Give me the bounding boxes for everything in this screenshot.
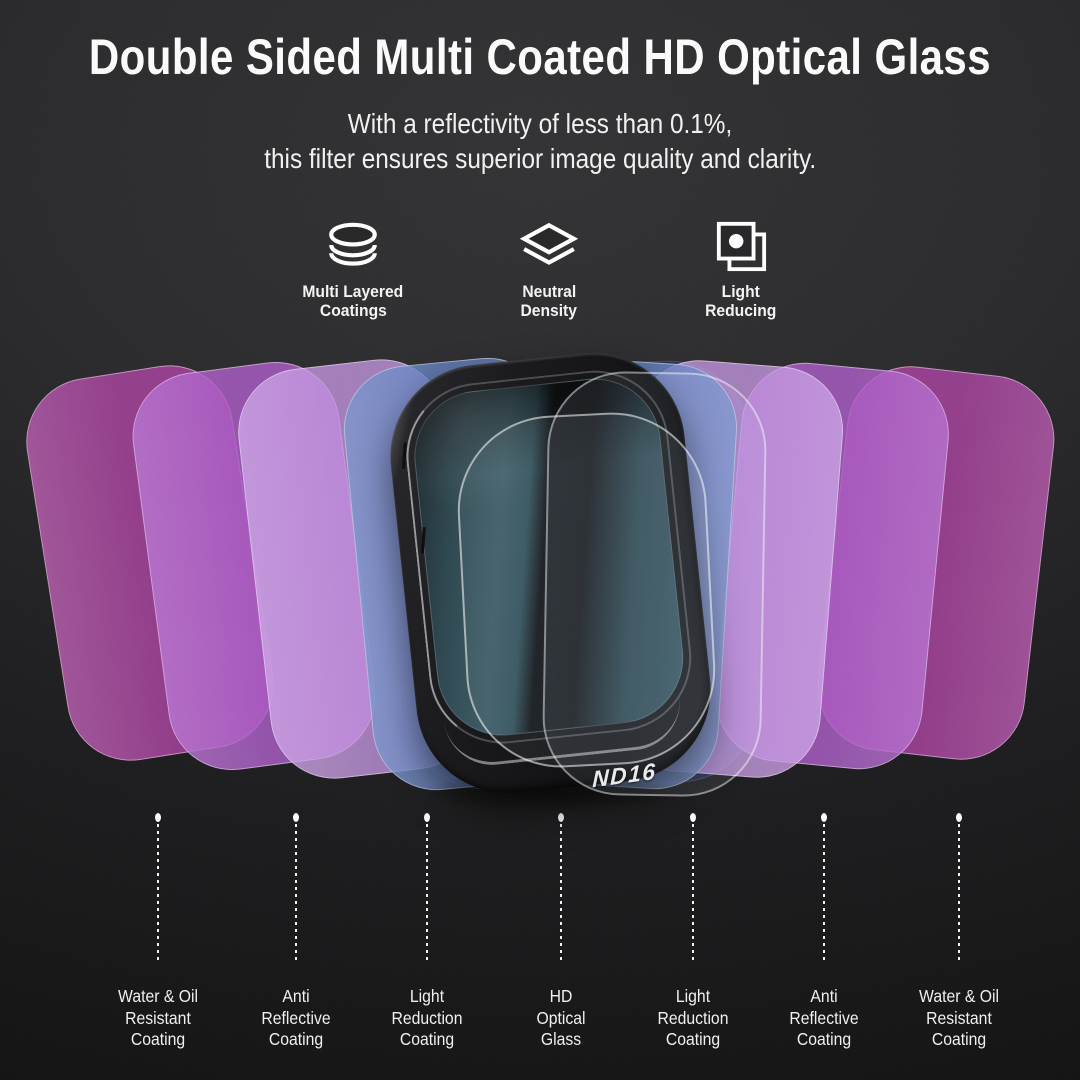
subtitle-line-2: this filter ensures superior image quali… [264, 143, 816, 174]
callout-line [821, 813, 827, 962]
callout-water-oil-right: Water & Oil Resistant Coating [919, 986, 999, 1049]
feature-multi-layered-coatings: Multi Layered Coatings [263, 219, 443, 320]
clear-glass-panel-outer [541, 370, 768, 798]
frame-notch [402, 442, 407, 469]
callout-anti-reflective-left: Anti Reflective Coating [261, 986, 331, 1049]
feature-label: Light Reducing [705, 282, 777, 320]
feature-label: Neutral Density [520, 282, 578, 320]
callout-anti-reflective-right: Anti Reflective Coating [789, 986, 859, 1049]
light-reducing-icon [651, 219, 831, 273]
layered-glass-illustration: ND16 [0, 343, 1080, 820]
callout-line [424, 813, 430, 962]
subtitle-line-1: With a reflectivity of less than 0.1%, [347, 108, 733, 139]
multi-layered-coatings-icon [263, 219, 443, 273]
subtitle: With a reflectivity of less than 0.1%, t… [0, 106, 1080, 176]
callout-water-oil-left: Water & Oil Resistant Coating [118, 986, 198, 1049]
neutral-density-icon [459, 219, 639, 273]
callout-line [956, 813, 962, 962]
callout-light-reduction-left: Light Reduction Coating [391, 986, 463, 1049]
callout-hd-optical-glass: HD Optical Glass [536, 986, 586, 1049]
callout-line [558, 813, 564, 962]
callout-line [293, 813, 299, 962]
feature-neutral-density: Neutral Density [459, 219, 639, 320]
callout-line [690, 813, 696, 962]
feature-label: Multi Layered Coatings [302, 282, 404, 320]
callout-line [155, 813, 161, 962]
callout-light-reduction-right: Light Reduction Coating [657, 986, 729, 1049]
feature-light-reducing: Light Reducing [651, 219, 831, 320]
page-title: Double Sided Multi Coated HD Optical Gla… [88, 29, 992, 85]
